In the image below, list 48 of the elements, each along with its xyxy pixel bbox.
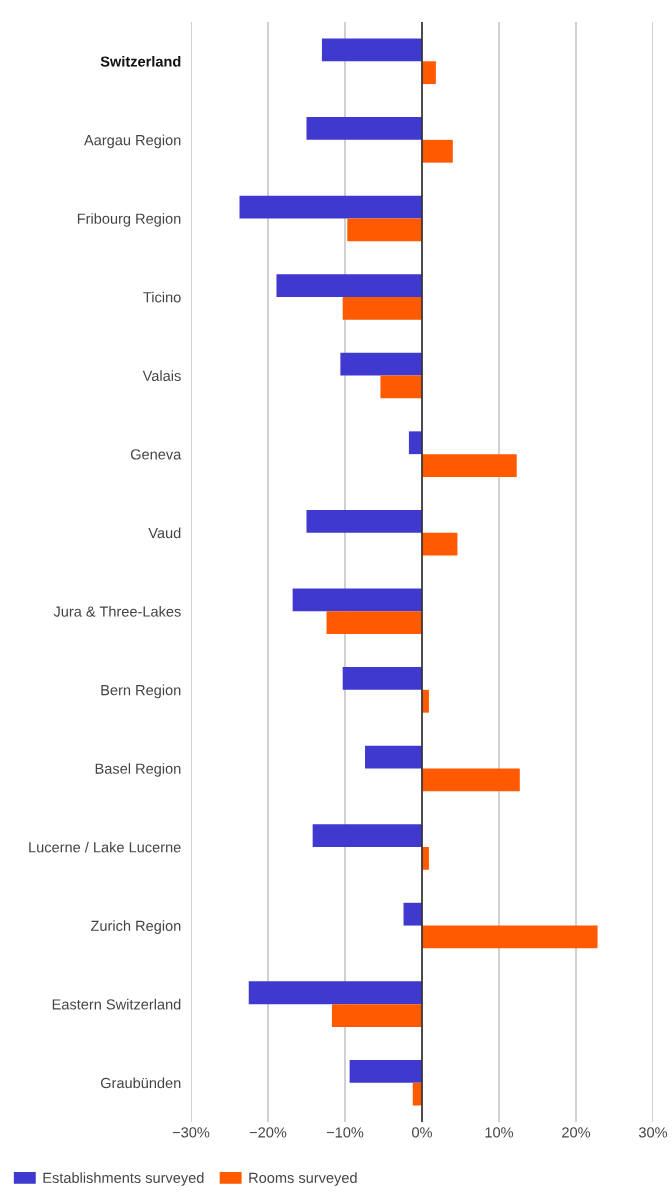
bar bbox=[306, 509, 422, 533]
bar bbox=[239, 195, 422, 219]
bar bbox=[422, 532, 458, 556]
y-tick-label: Ticino bbox=[143, 291, 181, 303]
bar bbox=[403, 902, 422, 926]
x-tick-label: 0% bbox=[412, 1127, 433, 1138]
y-tick-label: Bern Region bbox=[101, 684, 181, 699]
bar bbox=[276, 274, 422, 297]
bar bbox=[380, 375, 422, 399]
bar bbox=[422, 61, 436, 85]
y-tick-label: Lucerne / Lake Lucerne bbox=[29, 841, 181, 853]
bar bbox=[326, 611, 422, 635]
bar bbox=[422, 454, 517, 477]
x-tick-label: 10% bbox=[485, 1127, 514, 1138]
bar bbox=[347, 218, 422, 242]
y-tick-label: Vaud bbox=[148, 527, 181, 539]
bar bbox=[422, 768, 520, 792]
legend-label: Establishments surveyed bbox=[43, 1172, 204, 1186]
bar bbox=[248, 981, 422, 1005]
y-tick-label: Jura & Three-Lakes bbox=[53, 606, 181, 617]
bar bbox=[306, 117, 422, 140]
y-tick-label: Valais bbox=[142, 370, 181, 381]
bar bbox=[321, 38, 422, 62]
legend-label: Rooms surveyed bbox=[249, 1172, 357, 1186]
bar bbox=[365, 745, 422, 769]
x-tick-label: 20% bbox=[562, 1127, 591, 1138]
bar bbox=[408, 431, 422, 455]
x-tick-label: 30% bbox=[638, 1127, 668, 1138]
bar bbox=[331, 1004, 422, 1027]
x-tick-label: −10% bbox=[326, 1127, 364, 1138]
y-tick-label: Geneva bbox=[130, 449, 182, 460]
y-tick-label: Graubünden bbox=[100, 1077, 181, 1089]
y-tick-label: Fribourg Region bbox=[77, 213, 181, 227]
bar bbox=[422, 925, 598, 949]
bar bbox=[340, 352, 422, 376]
bar bbox=[342, 297, 422, 320]
y-tick-label: Switzerland bbox=[100, 56, 181, 67]
y-tick-label: Basel Region bbox=[95, 763, 181, 777]
bar bbox=[349, 1059, 422, 1083]
x-tick-label: −20% bbox=[249, 1127, 287, 1138]
bar bbox=[422, 139, 453, 163]
bar bbox=[312, 824, 422, 847]
y-tick-label: Eastern Switzerland bbox=[52, 998, 181, 1010]
y-tick-label: Aargau Region bbox=[84, 134, 181, 149]
bar bbox=[342, 667, 422, 690]
x-tick-label: −30% bbox=[172, 1127, 210, 1138]
bar bbox=[292, 588, 422, 612]
y-tick-label: Zurich Region bbox=[90, 920, 181, 934]
